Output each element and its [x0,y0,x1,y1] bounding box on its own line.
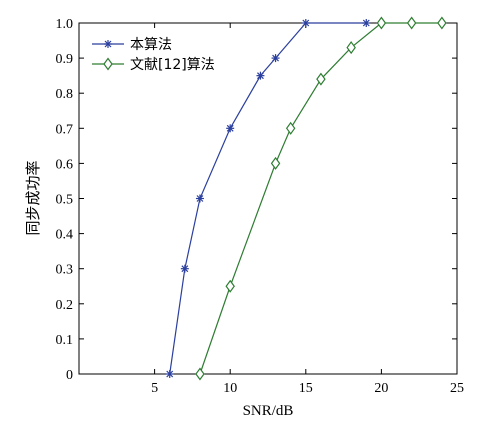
data-point [285,121,296,135]
legend-entry: 文献[12]算法 [92,57,215,73]
data-point [195,367,205,381]
y-tick-label: 0.7 [56,122,74,137]
y-tick-label: 0.4 [56,228,74,243]
data-point [271,54,280,63]
y-tick-label: 0.5 [56,193,74,208]
data-point [362,19,371,27]
legend-entry: 本算法 [92,37,172,53]
legend-label: 本算法 [130,37,172,53]
y-tick-label: 0.1 [56,333,74,348]
x-tick-label: 10 [223,381,237,396]
legend-marker [103,57,113,71]
series-line [169,22,367,375]
data-point [180,264,189,273]
data-point [270,156,281,170]
legend-marker [104,40,112,48]
x-tick-label: 25 [450,381,464,396]
data-point [226,124,235,133]
y-tick-label: 0.3 [56,263,74,278]
data-point [406,16,417,30]
data-point [437,16,447,30]
x-tick-label: 5 [151,381,158,396]
x-tick-label: 15 [299,381,313,396]
y-tick-label: 1.0 [56,17,74,32]
data-point [195,194,204,203]
data-point [376,16,387,30]
data-point [316,72,326,86]
y-tick-label: 0.9 [56,52,74,67]
data-point [256,71,265,80]
y-tick-label: 0 [66,368,73,383]
legend-label: 文献[12]算法 [130,57,215,73]
x-axis-title: SNR/dB [243,403,294,419]
x-tick-label: 20 [374,381,388,396]
data-point [301,19,310,27]
plot-area [78,22,458,375]
data-point [225,279,235,293]
y-axis-title: 同步成功率 [24,160,42,235]
series-1 [165,19,371,378]
y-tick-label: 0.8 [56,87,74,102]
series-2 [195,16,447,381]
data-point [346,41,356,55]
y-tick-label: 0.6 [56,157,74,172]
y-tick-label: 0.2 [56,298,74,313]
data-point [165,370,174,378]
